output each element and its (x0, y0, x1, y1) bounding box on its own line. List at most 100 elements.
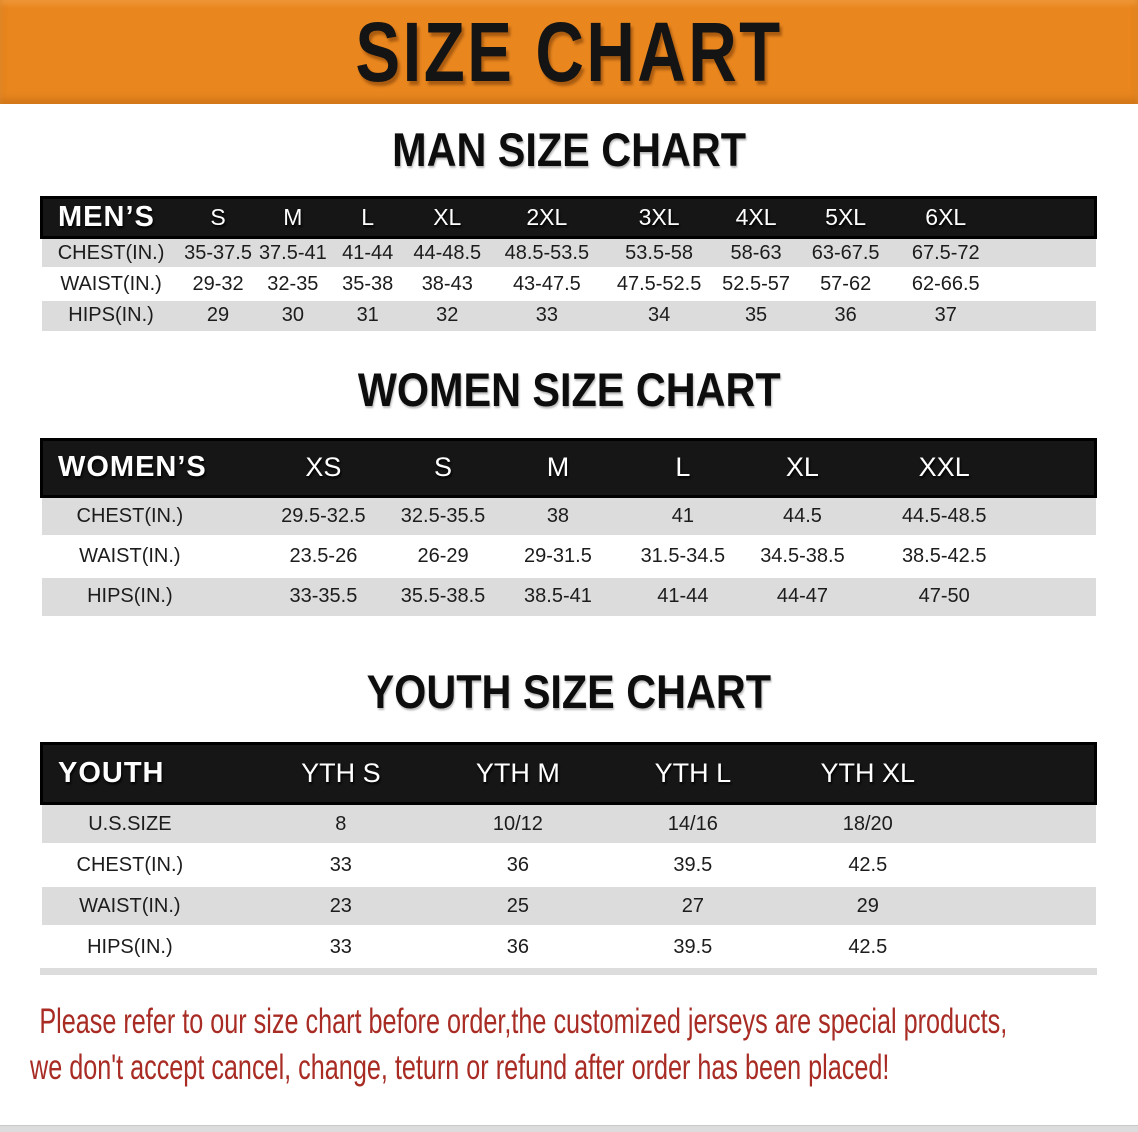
size-column-header: YTH XL (780, 742, 956, 805)
measurement-value: 29 (180, 298, 256, 331)
measurement-value: 38 (490, 494, 626, 536)
measurement-value: 34.5-38.5 (740, 534, 865, 576)
spacer-cell (955, 843, 1096, 886)
size-column-header: S (180, 196, 256, 239)
measurement-row: WAIST(IN.) 23 25 27 29 (41, 884, 1096, 927)
measurement-label: WAIST(IN.) (41, 267, 181, 300)
size-column-header: 6XL (893, 196, 999, 239)
measurement-row: CHEST(IN.) 33 36 39.5 42.5 (41, 843, 1096, 886)
spacer-cell (998, 196, 1098, 239)
measurement-value: 47.5-52.5 (604, 267, 714, 300)
measurement-value: 62-66.5 (893, 267, 999, 300)
youth-size-chart-title-text: YOUTH SIZE CHART (366, 665, 772, 718)
measurement-value: 31 (330, 298, 406, 331)
spacer-cell (955, 884, 1096, 927)
size-column-header: 2XL (489, 196, 605, 239)
measurement-value: 32 (405, 298, 490, 331)
measurement-value: 33 (251, 925, 431, 968)
measurement-value: 23.5-26 (251, 534, 396, 576)
banner-title: SIZE CHART (355, 5, 783, 99)
order-notice: Please refer to our size chart before or… (30, 999, 1138, 1091)
measurement-value: 35-37.5 (180, 236, 256, 269)
youth-table-bottom-strip (40, 967, 1097, 975)
measurement-label: HIPS(IN.) (41, 574, 252, 616)
measurement-value: 38-43 (405, 267, 490, 300)
table-header-label: WOMEN’S (40, 437, 252, 498)
measurement-row: HIPS(IN.) 33 36 39.5 42.5 (41, 925, 1096, 968)
measurement-value: 35 (713, 298, 799, 331)
banner: SIZE CHART (0, 0, 1138, 104)
spacer-cell (998, 267, 1096, 300)
size-column-header: YTH M (430, 742, 606, 805)
measurement-row: HIPS(IN.) 29 30 31 32 33 34 35 36 37 (41, 298, 1096, 331)
table-header-row: YOUTH YTH S YTH M YTH L YTH XL (40, 742, 1098, 805)
measurement-value: 44-48.5 (405, 236, 490, 269)
measurement-label: HIPS(IN.) (41, 925, 252, 968)
measurement-value: 8 (251, 802, 431, 845)
measurement-row: CHEST(IN.) 29.5-32.5 32.5-35.5 38 41 44.5 44.5… (41, 494, 1096, 536)
measurement-value: 42.5 (780, 925, 956, 968)
bottom-edge-strip (0, 1125, 1138, 1132)
measurement-value: 29-32 (180, 267, 256, 300)
measurement-row: U.S.SIZE 8 10/12 14/16 18/20 (41, 802, 1096, 845)
women-size-chart-title-text: WOMEN SIZE CHART (357, 362, 781, 416)
measurement-value: 38.5-41 (490, 574, 626, 616)
notice-line-2: we don't accept cancel, change, teturn o… (30, 1047, 890, 1087)
size-column-header: YTH S (251, 742, 431, 805)
men-size-chart-title: MAN SIZE CHART (0, 124, 1138, 176)
measurement-value: 29 (780, 884, 956, 927)
size-column-header: M (255, 196, 331, 239)
men-size-chart-title-text: MAN SIZE CHART (392, 123, 746, 176)
measurement-row: CHEST(IN.) 35-37.5 37.5-41 41-44 44-48.5 48.5… (41, 236, 1096, 269)
youth-size-chart-title: YOUTH SIZE CHART (0, 666, 1138, 718)
table-header-row: MEN’S S M L XL 2XL 3XL 4XL 5XL 6XL (39, 196, 1098, 239)
measurement-row: HIPS(IN.) 33-35.5 35.5-38.5 38.5-41 41-44 44-… (41, 574, 1096, 616)
measurement-value: 63-67.5 (798, 236, 894, 269)
size-column-header: L (330, 196, 406, 239)
measurement-value: 36 (798, 298, 894, 331)
measurement-value: 29-31.5 (490, 534, 626, 576)
measurement-label: CHEST(IN.) (41, 843, 252, 886)
size-column-header: XL (405, 196, 490, 239)
spacer-cell (955, 925, 1096, 968)
spacer-cell (955, 802, 1096, 845)
measurement-value: 44-47 (740, 574, 865, 616)
measurement-value: 33-35.5 (251, 574, 396, 616)
measurement-value: 23 (251, 884, 431, 927)
measurement-value: 58-63 (713, 236, 799, 269)
measurement-value: 26-29 (395, 534, 491, 576)
table-header-row: WOMEN’S XS S M L XL XXL (40, 437, 1097, 498)
measurement-value: 48.5-53.5 (489, 236, 605, 269)
measurement-value: 53.5-58 (604, 236, 714, 269)
measurement-value: 47-50 (864, 574, 1024, 616)
spacer-cell (1023, 534, 1096, 576)
measurement-value: 41 (625, 494, 741, 536)
measurement-label: U.S.SIZE (41, 802, 252, 845)
measurement-value: 10/12 (430, 802, 606, 845)
spacer-cell (1023, 494, 1096, 536)
measurement-value: 36 (430, 843, 606, 886)
measurement-value: 36 (430, 925, 606, 968)
measurement-value: 39.5 (605, 843, 781, 886)
women-size-chart-title: WOMEN SIZE CHART (0, 362, 1138, 416)
table-header-label: MEN’S (39, 196, 181, 239)
youth-size-section: YOUTH SIZE CHART YOUTH YTH S YTH M YTH L YTH… (0, 666, 1138, 975)
women-size-section: WOMEN SIZE CHART WOMEN’S XS S M L XL XXL CHEST(… (0, 362, 1138, 616)
measurement-label: WAIST(IN.) (41, 884, 252, 927)
spacer-cell (955, 742, 1098, 805)
size-column-header: M (490, 437, 626, 498)
measurement-value: 32-35 (255, 267, 331, 300)
measurement-value: 38.5-42.5 (864, 534, 1024, 576)
measurement-value: 35.5-38.5 (395, 574, 491, 616)
measurement-value: 44.5-48.5 (864, 494, 1024, 536)
measurement-value: 44.5 (740, 494, 865, 536)
measurement-value: 35-38 (330, 267, 406, 300)
table-header-label: YOUTH (40, 742, 252, 805)
youth-size-table: YOUTH YTH S YTH M YTH L YTH XL U.S.SIZE 8 10/12… (40, 742, 1098, 968)
size-column-header: 4XL (713, 196, 799, 239)
measurement-row: WAIST(IN.) 29-32 32-35 35-38 38-43 43-47.5 47.… (41, 267, 1096, 300)
spacer-cell (998, 298, 1096, 331)
measurement-value: 67.5-72 (893, 236, 999, 269)
men-size-section: MAN SIZE CHART MEN’S S M L XL 2XL 3XL 4XL 5XL 6XL… (0, 124, 1138, 331)
